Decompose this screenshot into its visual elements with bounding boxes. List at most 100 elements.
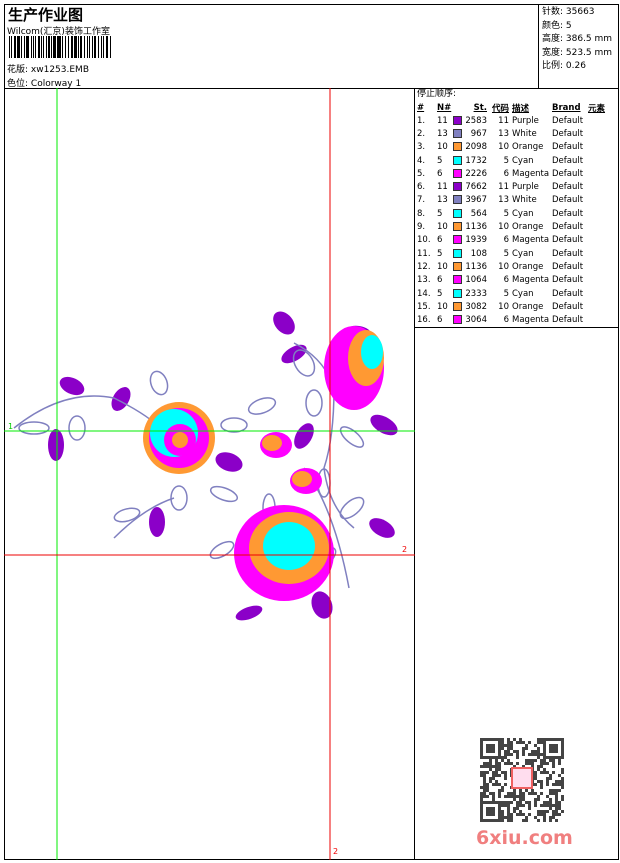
row-code: 5: [503, 248, 509, 259]
row-element: [588, 247, 605, 260]
color-swatch: [453, 142, 462, 152]
row-needle: 6: [437, 235, 443, 246]
row-description: Orange: [512, 142, 544, 153]
table-row: 12. 10 1136 10 Orange Default: [417, 260, 605, 273]
stitch-value: 7662: [465, 182, 487, 193]
row-element: [588, 313, 605, 326]
stitch-value: 3082: [465, 301, 487, 312]
design-height: 高度: 386.5 mm: [542, 34, 613, 44]
row-description: Cyan: [512, 208, 534, 219]
design-preview: 1 2 2: [4, 88, 415, 860]
stitch-value: 967: [470, 128, 487, 139]
watermark-logo: 6xiu.com: [476, 827, 573, 849]
row-element: [588, 141, 605, 154]
row-element: [588, 167, 605, 180]
row-description: White: [512, 128, 537, 139]
row-code: 10: [498, 261, 509, 272]
row-description: Cyan: [512, 155, 534, 166]
row-stitches: 1136: [453, 260, 487, 273]
row-stitches: 2333: [453, 287, 487, 300]
col-index: #: [417, 102, 425, 113]
color-swatch: [453, 168, 462, 178]
row-index: 12.: [417, 261, 431, 272]
row-index: 16.: [417, 315, 431, 326]
row-index: 13.: [417, 275, 431, 286]
stitch-value: 1939: [465, 235, 487, 246]
row-element: [588, 300, 605, 313]
page-title: 生产作业图: [8, 6, 84, 24]
row-stitches: 3064: [453, 313, 487, 326]
stitch-value: 1136: [465, 261, 487, 272]
table-row: 3. 10 2098 10 Orange Default: [417, 141, 605, 154]
stitch-value: 3064: [465, 315, 487, 326]
color-count: 颜色: 5: [542, 20, 572, 31]
color-swatch: [453, 208, 462, 218]
stitch-value: 564: [470, 208, 487, 219]
row-brand: Default: [552, 195, 584, 206]
row-description: White: [512, 195, 537, 206]
row-element: [588, 154, 605, 167]
row-element: [588, 194, 605, 207]
table-row: 2. 13 967 13 White Default: [417, 127, 605, 140]
row-description: Orange: [512, 261, 544, 272]
row-code: 11: [498, 182, 509, 193]
row-description: Cyan: [512, 288, 534, 299]
col-stitches: St.: [473, 102, 487, 113]
row-brand: Default: [552, 275, 584, 286]
color-swatch: [453, 248, 462, 258]
row-index: 10.: [417, 235, 431, 246]
stitch-value: 2226: [465, 168, 487, 179]
color-swatch: [453, 261, 462, 271]
row-element: [588, 114, 605, 127]
row-needle: 6: [437, 275, 443, 286]
color-swatch: [453, 195, 462, 205]
company-name: Wilcom(汇京)装饰工作室: [7, 27, 110, 37]
color-swatch: [453, 235, 462, 245]
row-brand: Default: [552, 182, 584, 193]
row-code: 10: [498, 301, 509, 312]
rose-top-right: [324, 326, 384, 410]
table-row: 7. 13 3967 13 White Default: [417, 194, 605, 207]
row-index: 6.: [417, 182, 426, 193]
barcode: [9, 36, 112, 58]
design-width: 宽度: 523.5 mm: [542, 47, 613, 58]
row-element: [588, 220, 605, 233]
row-stitches: 1732: [453, 154, 487, 167]
rose-left: [143, 402, 215, 474]
table-row: 9. 10 1136 10 Orange Default: [417, 220, 605, 233]
row-brand: Default: [552, 261, 584, 272]
table-row: 13. 6 1064 6 Magenta Default: [417, 274, 605, 287]
stitch-value: 2583: [465, 115, 487, 126]
design-info: 针数: 35663 颜色: 5 高度: 386.5 mm 宽度: 523.5 m…: [538, 4, 619, 89]
row-stitches: 1136: [453, 220, 487, 233]
row-code: 6: [503, 275, 509, 286]
table-row: 11. 5 108 5 Cyan Default: [417, 247, 605, 260]
color-swatch: [453, 288, 462, 298]
colorway-label: 色位:: [7, 79, 29, 89]
col-element: 元素: [588, 103, 606, 114]
stitch-value: 1136: [465, 222, 487, 233]
color-swatch: [453, 315, 462, 325]
row-needle: 5: [437, 155, 443, 166]
stitch-value: 108: [470, 248, 487, 259]
row-index: 7.: [417, 195, 426, 206]
color-sequence-table: # N# St. 代码 描述 Brand 元素 1. 11 2583 11 Pu…: [417, 101, 605, 327]
stop-sequence-caption: 停止顺序:: [417, 89, 457, 99]
row-needle: 11: [437, 182, 448, 193]
row-stitches: 3082: [453, 300, 487, 313]
row-stitches: 2226: [453, 167, 487, 180]
row-element: [588, 287, 605, 300]
row-needle: 10: [437, 222, 448, 233]
row-code: 5: [503, 288, 509, 299]
row-brand: Default: [552, 142, 584, 153]
row-code: 6: [503, 235, 509, 246]
row-element: [588, 180, 605, 193]
row-stitches: 2583: [453, 114, 487, 127]
row-description: Magenta: [512, 235, 550, 246]
table-row: 1. 11 2583 11 Purple Default: [417, 114, 605, 127]
row-description: Purple: [512, 115, 539, 126]
stop-sequence-panel: 停止顺序: # N# St. 代码 描述 Brand 元素 1. 11 2583…: [414, 88, 619, 328]
row-element: [588, 207, 605, 220]
row-brand: Default: [552, 208, 584, 219]
row-brand: Default: [552, 288, 584, 299]
